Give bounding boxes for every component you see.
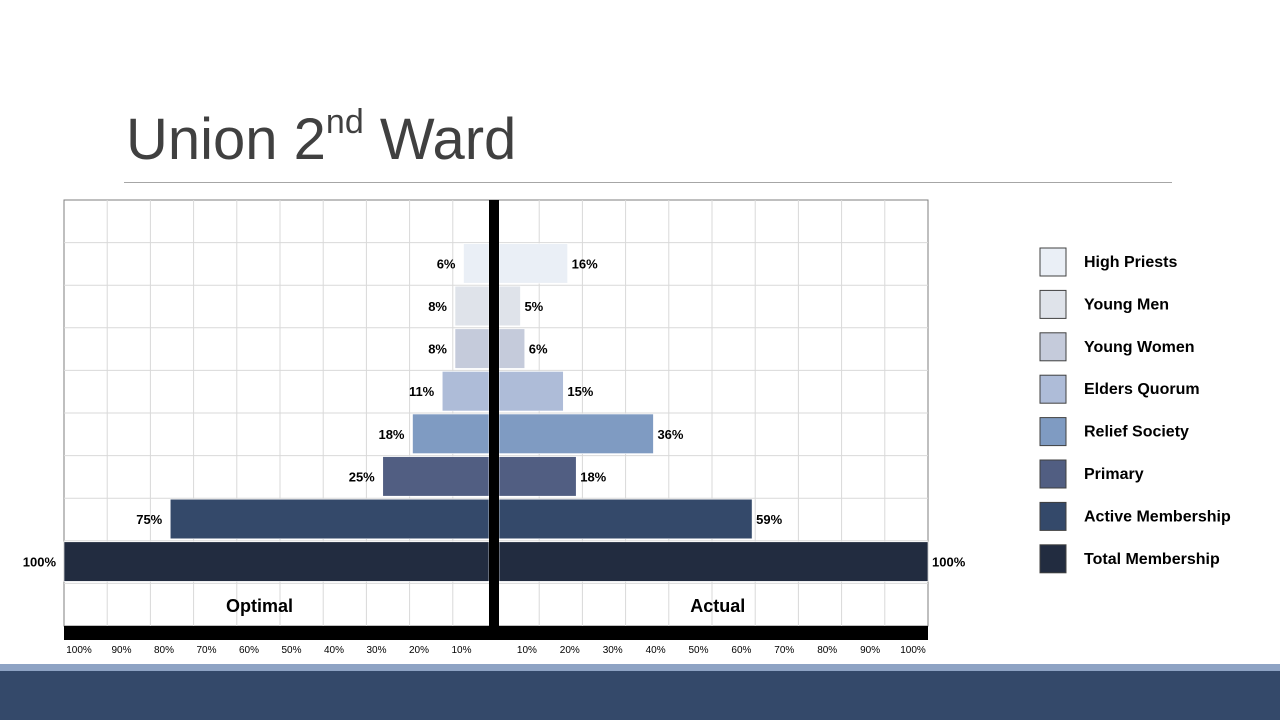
bar-actual — [498, 243, 568, 284]
legend-label: Active Membership — [1084, 508, 1231, 525]
legend-swatch — [1039, 289, 1067, 319]
data-label-actual: 100% — [932, 555, 966, 570]
data-label-optimal: 75% — [136, 512, 162, 527]
legend-label: Young Women — [1084, 339, 1195, 356]
bar-actual — [498, 328, 526, 369]
bar-optimal — [454, 285, 490, 327]
tick-label-actual: 40% — [646, 645, 666, 656]
tick-label-actual: 60% — [731, 645, 751, 656]
bar-optimal — [441, 371, 490, 412]
legend-swatch — [1039, 332, 1067, 362]
axis-bar — [64, 626, 928, 640]
tick-label-actual: 20% — [560, 645, 580, 656]
title-end: Ward — [363, 107, 517, 172]
title-superscript: nd — [325, 103, 364, 141]
data-label-actual: 36% — [657, 427, 683, 442]
legend-label: High Priests — [1084, 254, 1177, 271]
footer-accent-bar — [0, 664, 1280, 671]
data-label-optimal: 25% — [349, 469, 375, 484]
data-label-optimal: 8% — [428, 342, 447, 357]
slide-title: Union 2nd Ward — [126, 104, 516, 176]
tick-label-optimal: 100% — [66, 645, 92, 656]
legend-label: Total Membership — [1084, 551, 1220, 568]
footer-bar — [0, 671, 1280, 720]
bar-optimal — [463, 243, 490, 284]
tick-label-optimal: 50% — [281, 645, 301, 656]
tick-label-optimal: 70% — [196, 645, 216, 656]
bar-optimal — [454, 328, 490, 369]
tick-label-actual: 30% — [603, 645, 623, 656]
population-pyramid-chart: 6% 16% 8% 5% 8% 6% 11% 15% 18% 36% 25% 18% 75% 59% 100… — [23, 199, 1231, 656]
legend-label: Relief Society — [1084, 424, 1189, 441]
data-label-optimal: 6% — [437, 256, 456, 271]
bar-actual — [498, 285, 521, 327]
bar-optimal — [63, 541, 490, 582]
legend-swatch — [1039, 374, 1067, 404]
legend-swatch — [1039, 417, 1067, 447]
data-label-optimal: 100% — [23, 555, 57, 570]
tick-label-optimal: 20% — [409, 645, 429, 656]
bar-optimal — [382, 456, 490, 497]
tick-label-optimal: 80% — [154, 645, 174, 656]
title-divider — [124, 182, 1172, 183]
tick-label-optimal: 90% — [111, 645, 131, 656]
tick-label-optimal: 30% — [366, 645, 386, 656]
legend-label: Primary — [1084, 466, 1144, 483]
side-label-actual: Actual — [690, 596, 745, 616]
legend-label: Elders Quorum — [1084, 381, 1200, 398]
tick-label-actual: 90% — [860, 645, 880, 656]
tick-label-optimal: 40% — [324, 645, 344, 656]
side-label-optimal: Optimal — [226, 596, 293, 616]
tick-label-actual: 80% — [817, 645, 837, 656]
center-divider — [489, 200, 499, 626]
tick-label-actual: 100% — [900, 645, 926, 656]
legend-swatch — [1039, 459, 1067, 489]
tick-label-optimal: 60% — [239, 645, 259, 656]
tick-label-actual: 50% — [688, 645, 708, 656]
data-label-optimal: 18% — [378, 427, 404, 442]
bar-optimal — [169, 498, 490, 540]
tick-label-actual: 10% — [517, 645, 537, 656]
title-main: Union 2 — [126, 107, 326, 172]
legend-label: Young Men — [1084, 296, 1169, 313]
tick-label-optimal: 10% — [451, 645, 471, 656]
data-label-optimal: 8% — [428, 299, 447, 314]
data-label-actual: 6% — [529, 342, 548, 357]
tick-label-actual: 70% — [774, 645, 794, 656]
data-label-actual: 15% — [567, 384, 593, 399]
legend-swatch — [1039, 501, 1067, 531]
bar-actual — [498, 371, 564, 412]
data-label-actual: 59% — [756, 512, 782, 527]
bar-actual — [498, 413, 654, 454]
bar-actual — [498, 541, 929, 582]
data-label-actual: 18% — [580, 469, 606, 484]
legend-swatch — [1039, 247, 1067, 277]
legend-swatch — [1039, 544, 1067, 574]
data-label-actual: 5% — [524, 299, 543, 314]
data-label-actual: 16% — [572, 256, 598, 271]
bar-actual — [498, 498, 753, 540]
bar-actual — [498, 456, 577, 497]
bar-optimal — [412, 413, 490, 454]
data-label-optimal: 11% — [409, 384, 435, 399]
